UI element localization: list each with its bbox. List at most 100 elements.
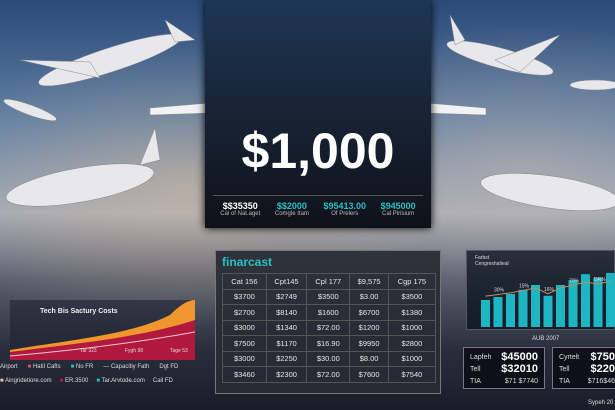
legend-item: Capacitiy Fath: [110, 364, 150, 370]
table-cell: $1000: [387, 319, 437, 336]
box-label: Cyrtelt: [559, 353, 580, 361]
table-cell: $16.90: [306, 335, 351, 352]
legend-item: Cail FD: [152, 378, 173, 384]
table-cell: $2800: [387, 335, 437, 352]
table-cell: $7540: [387, 366, 437, 383]
table-cell: $3460: [222, 366, 267, 383]
plane-small-right: [569, 79, 615, 91]
cost-area-chart: Tech Bis Sactury Costs Tar 323 Fygh 98 T…: [10, 300, 195, 360]
table-cell: $7500: [222, 335, 267, 352]
legend-item: Aingridetiore.com: [4, 378, 52, 384]
stat-item: $$35350 Cal of Nat.aget: [220, 201, 260, 217]
bar: [556, 285, 565, 327]
jet-right: [480, 173, 615, 211]
data-label: 70%: [569, 278, 580, 284]
bar: [531, 285, 540, 327]
table-title: finarcast: [222, 255, 273, 269]
table-row: $3000 $2250 $30.00 $8.00 $1000: [222, 350, 437, 367]
headline-panel: $1,000 $$35350 Cal of Nat.aget $$2000 Comg…: [205, 0, 431, 228]
airliner-top-right: [446, 14, 561, 76]
bar: [506, 294, 515, 327]
table-row: $3000 $1340 $72.00 $1200 $1000: [222, 319, 437, 336]
table-cell: $7600: [349, 366, 389, 383]
data-label: 16%: [544, 287, 555, 293]
airliner-top-left: [19, 19, 196, 87]
table-cell: $8.00: [349, 350, 389, 367]
stat-label: Comgle Itam: [274, 211, 309, 217]
chart-legend-1: Airport ■ Hatil Cafts ■ No FR — Capaciti…: [0, 364, 179, 370]
legend-item: Dgt FD: [159, 364, 179, 370]
table-cell: Cgp 175: [387, 273, 437, 290]
x-axis-label: AUB 2007: [532, 336, 560, 342]
table-cell: $1380: [387, 304, 437, 321]
table-cell: $3000: [222, 319, 267, 336]
table-cell: $2749: [265, 288, 308, 305]
line-capacity: [10, 331, 195, 357]
legend-item: Airport: [0, 364, 18, 370]
table-cell: $6700: [349, 304, 389, 321]
stat-value: $945000: [380, 201, 416, 211]
data-label: DR%: [594, 277, 606, 283]
legend-item: Hatil Cafts: [32, 364, 61, 370]
bar: [543, 295, 553, 327]
summary-box-1: Lapfeh $45000 Tell $32010 TIA $71 $7740: [463, 347, 545, 389]
box-value: $71 $7740: [504, 377, 538, 385]
table-cell: $9950: [349, 335, 389, 352]
table-cell: $1340: [265, 319, 308, 336]
bar: [593, 277, 603, 327]
legend-item: Farbst: [475, 255, 490, 261]
table-cell: Cat 156: [222, 273, 267, 290]
table-cell: $2700: [222, 304, 267, 321]
box-value: $220: [590, 363, 615, 375]
footer-text: Sypeh 20: [588, 400, 614, 406]
bar: [581, 274, 590, 327]
table-cell: Cpl 177: [306, 273, 351, 290]
table-cell: $2250: [265, 350, 308, 367]
chart-legend-2: ■ Aingridetiore.com ■ ER.3500 ■ Tar.Arvt…: [0, 378, 173, 384]
box-label: TIA: [470, 377, 481, 385]
table-cell: $3500: [306, 288, 351, 305]
plane-small-left: [3, 99, 57, 121]
box-label: Lapfeh: [470, 353, 492, 361]
legend-item: No FR: [75, 364, 94, 370]
box-label: TIA: [559, 377, 570, 385]
stat-value: $$2000: [276, 201, 307, 211]
stat-label: Cal Pirisium: [382, 211, 415, 217]
jet-left: [5, 127, 161, 207]
legend-item: ER.3500: [64, 378, 89, 384]
table-cell: $1000: [387, 350, 437, 367]
box-value: $32010: [501, 363, 538, 375]
table-cell: $3.00: [349, 288, 389, 305]
table-row: $3460 $2300 $72.00 $7600 $7540: [222, 366, 437, 383]
stat-label: Of Prelers: [331, 211, 359, 217]
headline-price: $1,000: [241, 123, 395, 179]
stats-row: $$35350 Cal of Nat.aget $$2000 Comgle Itam…: [213, 195, 423, 217]
table-cell: $9,575: [349, 273, 389, 290]
data-label: 15%: [519, 284, 530, 290]
box-label: Tell: [559, 365, 570, 373]
stat-value: $$35350: [222, 201, 258, 211]
stat-item: $945000 Cal Pirisium: [381, 201, 416, 217]
table-cell: Cpt145: [265, 273, 308, 290]
table-cell: $1170: [265, 335, 308, 352]
bar: [568, 280, 578, 327]
stat-item: $$2000 Comgle Itam: [275, 201, 309, 217]
table-cell: $30.00: [306, 350, 351, 367]
forecast-table: Cat 156 Cpt145 Cpl 177 $9,575 Cgp 175 $3700 $2…: [222, 273, 437, 383]
legend-item: Tar.Arvtode.com: [101, 378, 145, 384]
box-label: Tell: [470, 365, 481, 373]
summary-box-2: Cyrtelt $750 Tell $220 TIA $716$46: [552, 347, 615, 389]
bar: [493, 297, 503, 327]
table-cell: $1200: [349, 319, 389, 336]
annotation: Fygh 98: [125, 348, 144, 354]
legend-item: Cengreshatieal: [475, 261, 509, 267]
bar-chart: 30% 15% 16% 70% DR% Farbst Cengreshatieal: [466, 250, 615, 330]
stat-label: Cal of Nat.aget: [220, 211, 261, 217]
table-row: $2700 $8140 $1600 $6700 $1380: [222, 304, 437, 321]
stat-value: $95413.00: [323, 201, 367, 211]
annotation: Tage 53: [170, 348, 188, 354]
box-value: $45000: [501, 351, 538, 363]
table-row: $7500 $1170 $16.90 $9950 $2800: [222, 335, 437, 352]
forecast-table-panel: finarcast Cat 156 Cpt145 Cpl 177 $9,575 Cgp …: [215, 250, 441, 394]
table-row: $3700 $2749 $3500 $3.00 $3500: [222, 288, 437, 305]
